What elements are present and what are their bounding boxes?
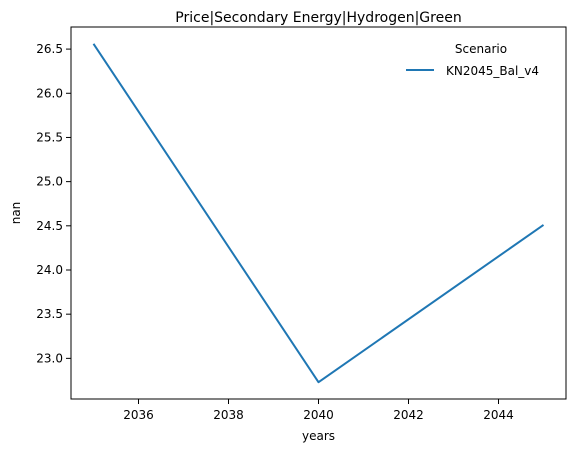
chart-title: Price|Secondary Energy|Hydrogen|Green	[175, 10, 461, 26]
y-axis-ticks: 23.0 23.5 24.0 24.5 25.0 25.5 26.0 26.5	[36, 42, 71, 365]
y-axis-label: nan	[9, 202, 23, 225]
y-tick-label: 23.0	[36, 351, 63, 365]
plot-area	[71, 27, 566, 399]
legend-title: Scenario	[455, 42, 507, 56]
x-axis-label: years	[302, 429, 335, 443]
series-layer	[92, 43, 545, 384]
x-tick-label: 2042	[393, 408, 424, 422]
x-axis-ticks: 2036 2038 2040 2042 2044	[123, 399, 514, 422]
legend-label-kn2045-bal-v4: KN2045_Bal_v4	[446, 64, 539, 78]
y-tick-label: 23.5	[36, 307, 63, 321]
y-tick-label: 24.5	[36, 219, 63, 233]
y-tick-label: 26.0	[36, 86, 63, 100]
x-tick-label: 2036	[123, 408, 154, 422]
y-tick-label: 25.5	[36, 130, 63, 144]
y-tick-label: 26.5	[36, 42, 63, 56]
plot-background	[71, 27, 566, 399]
plot-frame	[70, 26, 567, 400]
legend: Scenario KN2045_Bal_v4	[406, 42, 539, 78]
x-tick-label: 2044	[483, 408, 514, 422]
x-tick-label: 2040	[303, 408, 334, 422]
series-line-kn2045-bal-v4	[92, 43, 545, 384]
y-tick-label: 25.0	[36, 175, 63, 189]
x-tick-label: 2038	[213, 408, 244, 422]
y-tick-label: 24.0	[36, 263, 63, 277]
